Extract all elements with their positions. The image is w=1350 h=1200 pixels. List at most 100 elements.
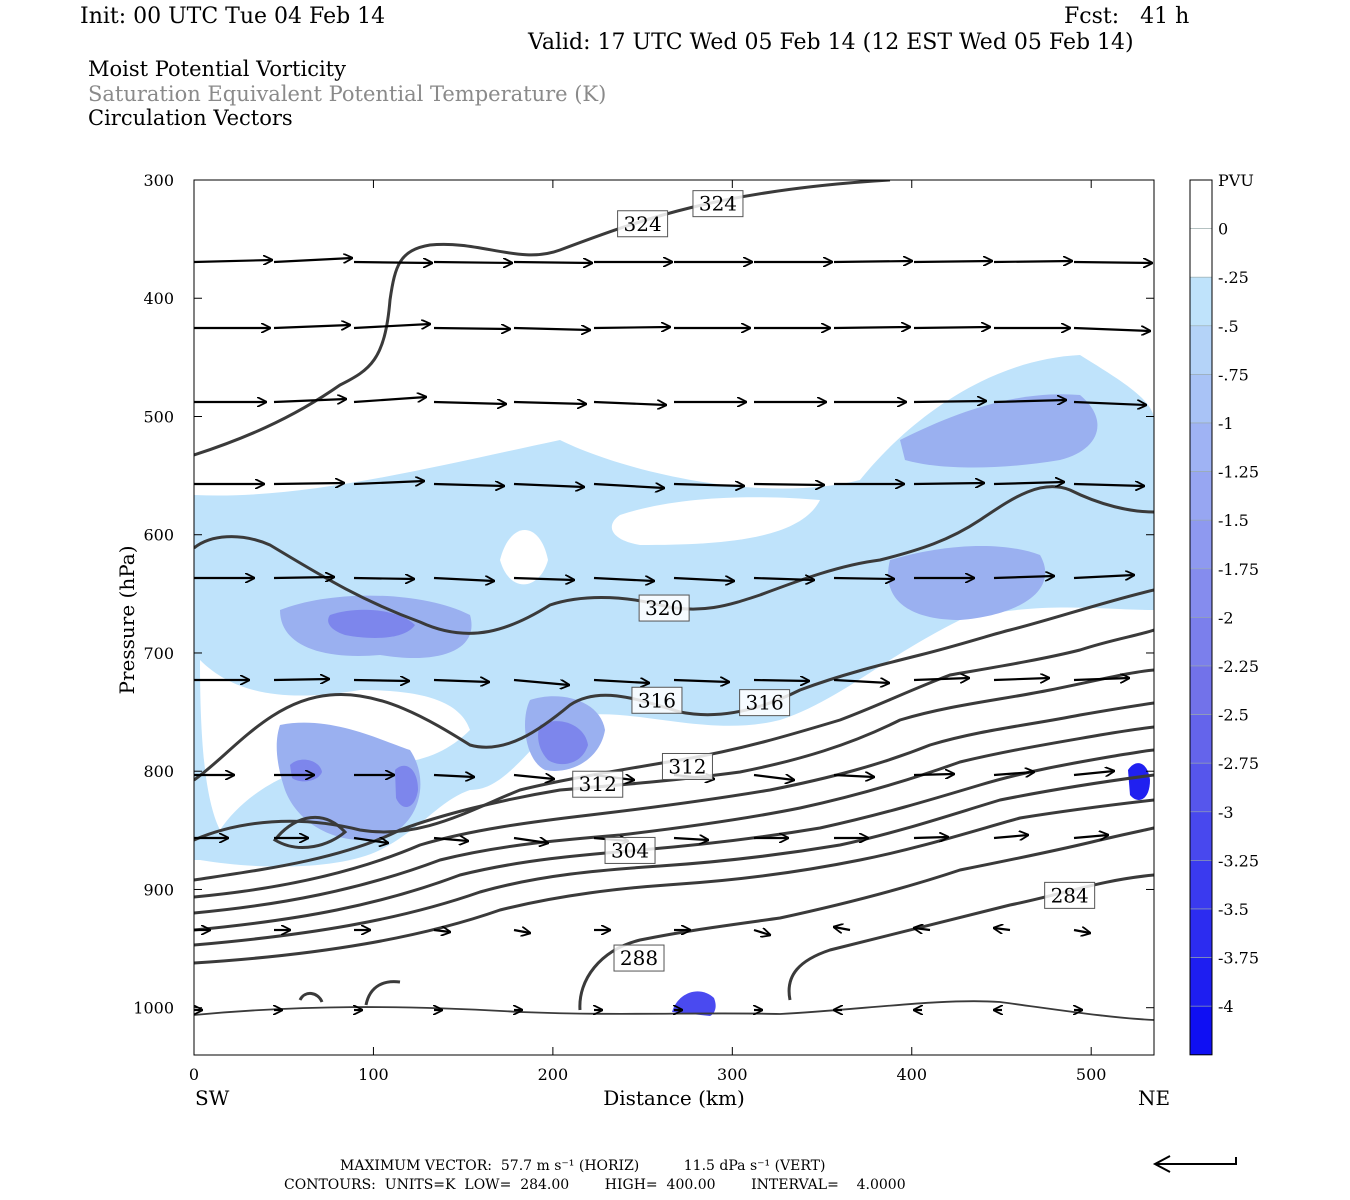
vector-arrow [753, 773, 794, 780]
vector-arrow [1073, 771, 1114, 775]
vector-arrow [913, 678, 969, 680]
pv-region-deep-2 [672, 991, 716, 1016]
vector-arrow [353, 397, 426, 404]
colorbar-label: -2.25 [1218, 657, 1259, 676]
vector-arrow [833, 680, 889, 683]
vector-arrow [993, 576, 1054, 578]
vector-arrow [753, 930, 770, 935]
vector-arrow [593, 578, 654, 581]
vector-arrow [753, 484, 824, 485]
colorbar-label: -2 [1218, 608, 1234, 627]
colorbar-swatch [1189, 325, 1213, 375]
colorbar-swatch [1189, 714, 1213, 764]
svg-text:288: 288 [620, 946, 658, 970]
colorbar-label: -1.75 [1218, 560, 1259, 579]
vector-arrow [513, 838, 548, 843]
field-title-mpv: Moist Potential Vorticity [88, 57, 346, 81]
colorbar-label: -1 [1218, 414, 1234, 433]
contour-label: 312 [661, 752, 713, 780]
vector-arrow [433, 775, 474, 777]
contour-label: 284 [1044, 881, 1096, 909]
vector-arrow [913, 327, 990, 328]
vector-arrow [353, 481, 424, 484]
pv-shading [194, 355, 1154, 1016]
y-axis-title: Pressure (hPa) [115, 546, 139, 695]
pv-region-white-left [500, 530, 548, 585]
vector-arrow [433, 484, 504, 486]
contour-label: 288 [613, 944, 665, 972]
vector-arrow [833, 327, 910, 328]
vector-arrow [353, 680, 409, 681]
contour-324-a [194, 180, 891, 457]
contour-288 [194, 798, 1154, 965]
contour-labels: 324 324 320 316 316 312 312 304 288 284 [572, 190, 1096, 972]
contour-292 [194, 773, 1154, 947]
colorbar-label: -2.75 [1218, 754, 1259, 773]
y-axis-ticks: 300 400 500 600 700 800 900 1000 [133, 171, 1154, 1018]
x-tick-label: 500 [1076, 1065, 1107, 1084]
vector-arrow [673, 578, 734, 581]
x-tick-label: 300 [717, 1065, 748, 1084]
vector-arrow [913, 401, 986, 402]
colorbar-label: -1.25 [1218, 463, 1259, 482]
colorbar-swatch [1189, 422, 1213, 472]
footer-max-vector: MAXIMUM VECTOR: 57.7 m s⁻¹ (HORIZ) 11.5 … [340, 1158, 826, 1174]
colorbar-swatch [1189, 860, 1213, 910]
contour-label: 324 [692, 190, 744, 218]
vector-arrow [273, 325, 350, 328]
contour-closed-1 [272, 815, 348, 849]
forecast-hour: Fcst: 41 h [1064, 4, 1190, 29]
vector-arrow [433, 262, 512, 263]
colorbar-label: -3.25 [1218, 851, 1259, 870]
vector-arrow [993, 835, 1028, 838]
vector-arrow [433, 402, 506, 404]
svg-text:316: 316 [638, 688, 676, 712]
vector-arrow [513, 930, 530, 933]
vector-arrow [433, 680, 489, 682]
colorbar-swatch [1189, 568, 1213, 618]
init-time: Init: 00 UTC Tue 04 Feb 14 [80, 4, 386, 29]
contour-label: 320 [638, 594, 690, 622]
y-tick-label: 300 [143, 171, 174, 190]
colorbar-swatch [1189, 519, 1213, 570]
y-tick-label: 500 [143, 407, 174, 426]
x-tick-label: 200 [538, 1065, 569, 1084]
vector-arrow [673, 484, 744, 486]
pv-region-deep-1 [1128, 763, 1150, 800]
vector-arrow [513, 402, 586, 404]
contour-284 [787, 873, 1154, 1001]
vector-arrow [993, 261, 1072, 262]
y-tick-label: 700 [143, 644, 174, 663]
max-vector-arrow-icon [1152, 1155, 1237, 1173]
vector-arrow [1073, 484, 1144, 486]
colorbar-label: -3 [1218, 803, 1234, 822]
contour-308 [194, 668, 1154, 882]
vector-arrow [993, 482, 1064, 484]
y-tick-label: 900 [143, 880, 174, 899]
svg-text:284: 284 [1051, 883, 1089, 907]
vector-arrow [1073, 835, 1108, 838]
vector-arrow [833, 578, 894, 579]
vector-arrow [994, 928, 1011, 930]
x-tick-label: 400 [896, 1065, 927, 1084]
endpoint-right: NE [1138, 1086, 1170, 1110]
vector-arrow [1073, 678, 1129, 680]
vector-arrow [753, 680, 809, 681]
valid-time: Valid: 17 UTC Wed 05 Feb 14 (12 EST Wed … [528, 30, 1134, 55]
vector-arrow [914, 928, 931, 930]
vector-arrow [834, 927, 851, 930]
vector-arrow [913, 261, 992, 262]
vector-arrow [353, 324, 430, 328]
pv-colorbar: 0 -.25 -.5 -.75 -1 -1.25 -1.5 -1.75 -2 -2.25 -2.5 -… [1189, 179, 1259, 1056]
vector-arrow [913, 774, 954, 775]
vector-arrow [593, 484, 664, 488]
vector-arrow [753, 578, 814, 580]
vector-arrow [273, 483, 344, 484]
colorbar-label: -.5 [1218, 317, 1239, 336]
vector-arrow [513, 678, 569, 685]
pv-region-mid-3 [900, 394, 1098, 468]
x-axis-ticks: 0 100 200 300 400 500 [189, 180, 1107, 1084]
y-tick-label: 600 [143, 526, 174, 545]
vector-arrow [433, 838, 468, 841]
colorbar-swatch [1189, 908, 1213, 958]
